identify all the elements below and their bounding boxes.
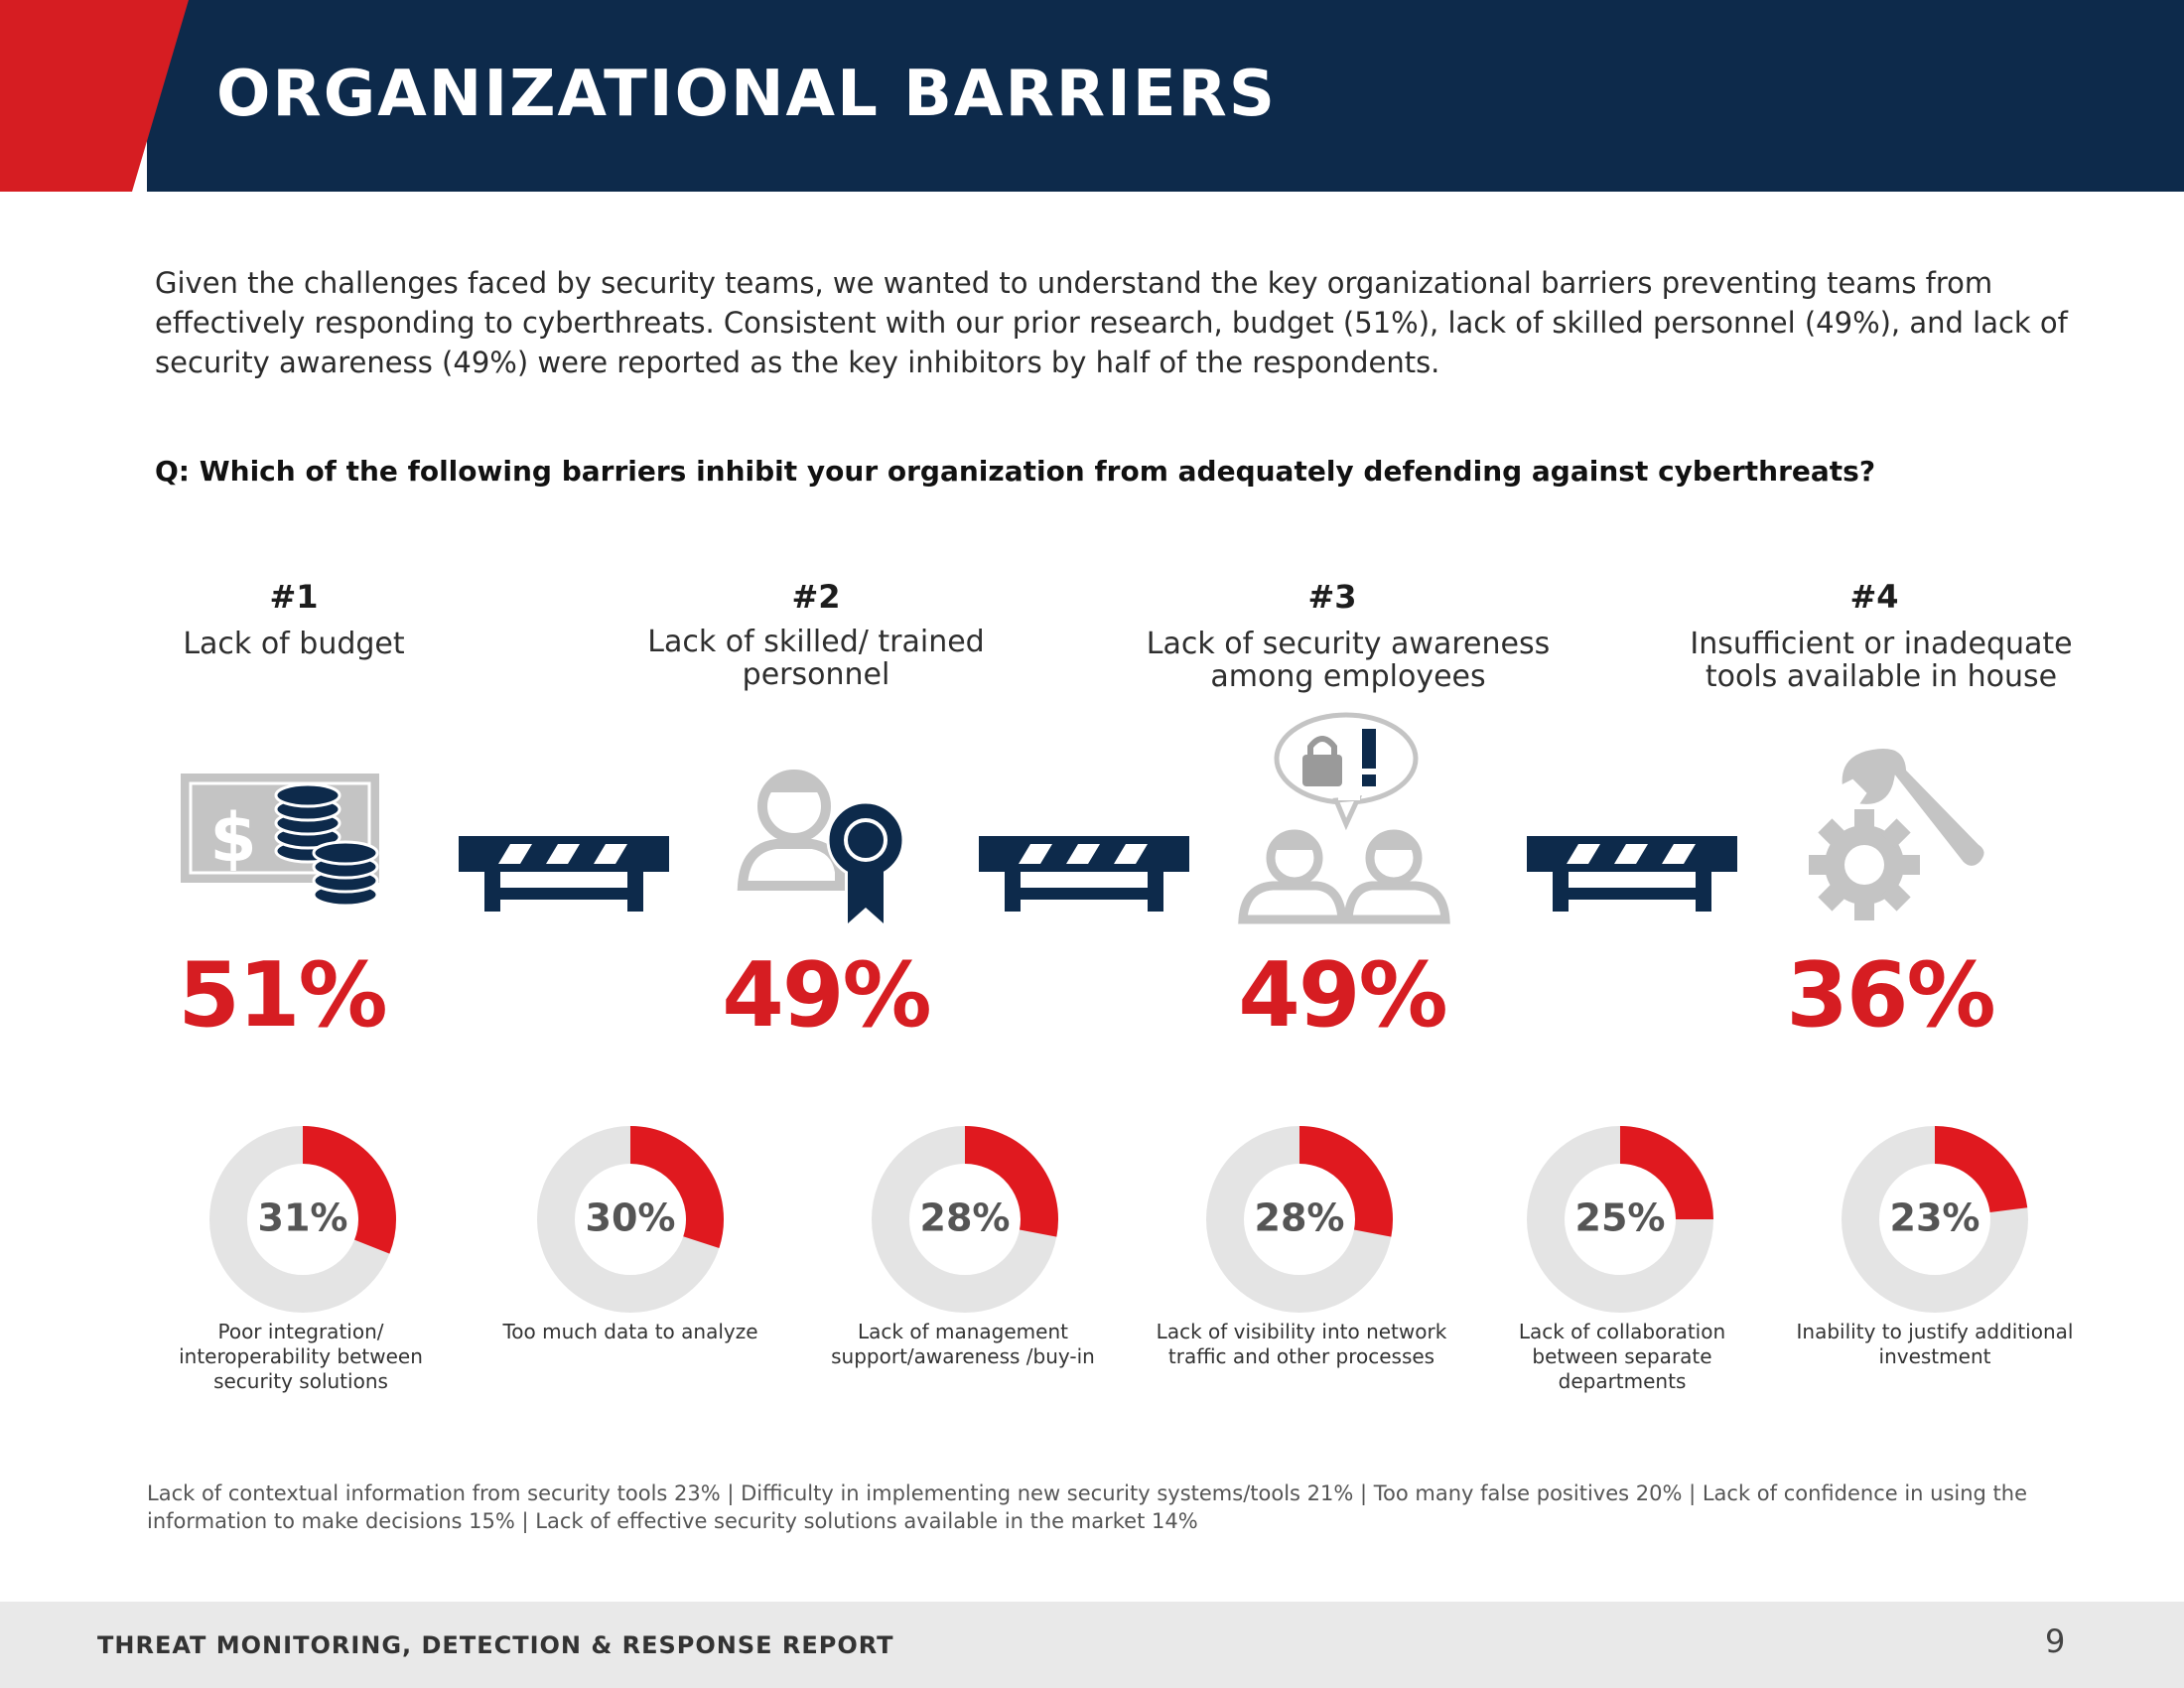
donut-value-label: 28% (920, 1196, 1011, 1240)
rank-1: #1 (269, 578, 319, 616)
donut-svg: 31% (209, 1126, 396, 1313)
donut-chart: 31% (208, 1125, 397, 1314)
footer-bar (0, 1602, 2184, 1688)
donut-value-label: 30% (586, 1196, 676, 1240)
donut-arc-2 (964, 1126, 1058, 1237)
donut-category-label: Lack of visibility into network traffic … (1156, 1320, 1447, 1368)
rank-3: #3 (1307, 578, 1357, 616)
donut-value-label: 25% (1575, 1196, 1666, 1240)
barrier-2-percent: 49% (722, 943, 931, 1048)
donut-svg: 25% (1527, 1126, 1713, 1313)
donut-category-label: Too much data to analyze (502, 1320, 758, 1343)
donut-arc-3 (1298, 1126, 1393, 1237)
donut-svg: 30% (537, 1126, 724, 1313)
barrier-3-label: Lack of security awareness among employe… (1146, 627, 1551, 694)
donut-arc-4 (1619, 1126, 1713, 1220)
donut-chart: 30% (536, 1125, 725, 1314)
donut-category-label: Inability to justify additional investme… (1796, 1320, 2074, 1368)
donut-value-label: 23% (1890, 1196, 1980, 1240)
page-number: 9 (2045, 1622, 2066, 1660)
rank-2: #2 (791, 578, 841, 616)
barricade-icon (1527, 834, 1737, 917)
rank-4: #4 (1849, 578, 1899, 616)
donut-chart: 28% (1205, 1125, 1394, 1314)
donut-arc-1 (629, 1126, 724, 1249)
money-coins-icon: $ (179, 770, 387, 913)
donut-chart: 28% (871, 1125, 1059, 1314)
donut-value-label: 31% (258, 1196, 348, 1240)
barrier-1-label: Lack of budget (183, 627, 405, 661)
donut-svg: 28% (872, 1126, 1058, 1313)
donut-svg: 23% (1842, 1126, 2028, 1313)
certified-person-icon (737, 757, 910, 934)
svg-text:$: $ (209, 799, 256, 878)
barrier-4-label: Insufficient or inadequate tools availab… (1690, 627, 2073, 694)
other-barriers-footnote: Lack of contextual information from secu… (147, 1481, 2028, 1533)
donut-arc-5 (1934, 1126, 2028, 1213)
donut-category-label: Poor integration/ interoperability betwe… (179, 1320, 423, 1393)
survey-question: Q: Which of the following barriers inhib… (155, 455, 1876, 488)
donut-chart: 23% (1841, 1125, 2029, 1314)
donut-category-label: Lack of management support/awareness /bu… (831, 1320, 1095, 1368)
donut-chart: 25% (1526, 1125, 1714, 1314)
people-lock-alert-icon (1237, 711, 1455, 928)
donut-value-label: 28% (1255, 1196, 1345, 1240)
barrier-2-label: Lack of skilled/ trained personnel (647, 625, 985, 692)
header-bar (147, 0, 2184, 192)
barrier-1-percent: 51% (178, 943, 387, 1048)
wrench-gear-icon (1803, 740, 1991, 927)
donut-arc-0 (302, 1126, 396, 1254)
barrier-3-percent: 49% (1238, 943, 1447, 1048)
intro-paragraph: Given the challenges faced by security t… (155, 266, 2068, 379)
barricade-icon (979, 834, 1189, 917)
donut-category-label: Lack of collaboration between separate d… (1518, 1320, 1726, 1393)
barricade-icon (459, 834, 669, 917)
donut-svg: 28% (1206, 1126, 1393, 1313)
page-title: ORGANIZATIONAL BARRIERS (216, 58, 1277, 131)
report-title: THREAT MONITORING, DETECTION & RESPONSE … (97, 1631, 894, 1659)
barrier-4-percent: 36% (1786, 943, 1995, 1048)
